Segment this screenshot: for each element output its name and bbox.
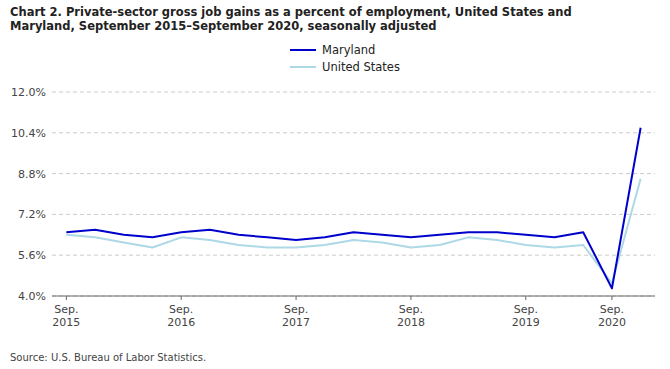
grid-line: [52, 173, 655, 174]
series-line: [66, 128, 640, 289]
legend-swatch: [290, 49, 316, 51]
y-tick-label: 5.6%: [18, 249, 46, 262]
x-tick: [296, 296, 297, 300]
x-tick-label: Sep.2018: [397, 303, 425, 329]
legend-label: United States: [322, 60, 400, 74]
lines: [66, 128, 640, 289]
y-tick-label: 7.2%: [18, 208, 46, 221]
grid: [52, 92, 655, 296]
y-tick-label: 10.4%: [11, 127, 46, 140]
title: Chart 2. Private-sector gross job gains …: [10, 5, 572, 33]
x-tick-label: Sep.2020: [598, 303, 626, 329]
grid-line: [52, 132, 655, 133]
x-tick: [611, 296, 612, 300]
legend: Maryland United States: [290, 43, 400, 74]
chart: Chart 2. Private-sector gross job gains …: [0, 0, 670, 369]
x-tick-label: Sep.2015: [52, 303, 80, 329]
grid-line: [52, 214, 655, 215]
y-tick-label: 4.0%: [18, 290, 46, 303]
grid-line: [52, 255, 655, 256]
x-tick-label: Sep.2016: [167, 303, 195, 329]
x-tick: [525, 296, 526, 300]
grid-line: [52, 92, 655, 93]
y-tick-label: 8.8%: [18, 168, 46, 181]
legend-label: Maryland: [322, 43, 375, 57]
legend-swatch: [290, 66, 316, 68]
y-tick-label: 12.0%: [11, 86, 46, 99]
x-tick-label: Sep.2019: [512, 303, 540, 329]
series-line: [66, 179, 640, 284]
x-tick: [66, 296, 67, 300]
grid-line: [52, 296, 655, 297]
x-tick-label: Sep.2017: [282, 303, 310, 329]
x-axis: [52, 296, 655, 297]
x-tick: [410, 296, 411, 300]
source: Source: U.S. Bureau of Labor Statistics.: [10, 352, 206, 363]
x-tick: [181, 296, 182, 300]
